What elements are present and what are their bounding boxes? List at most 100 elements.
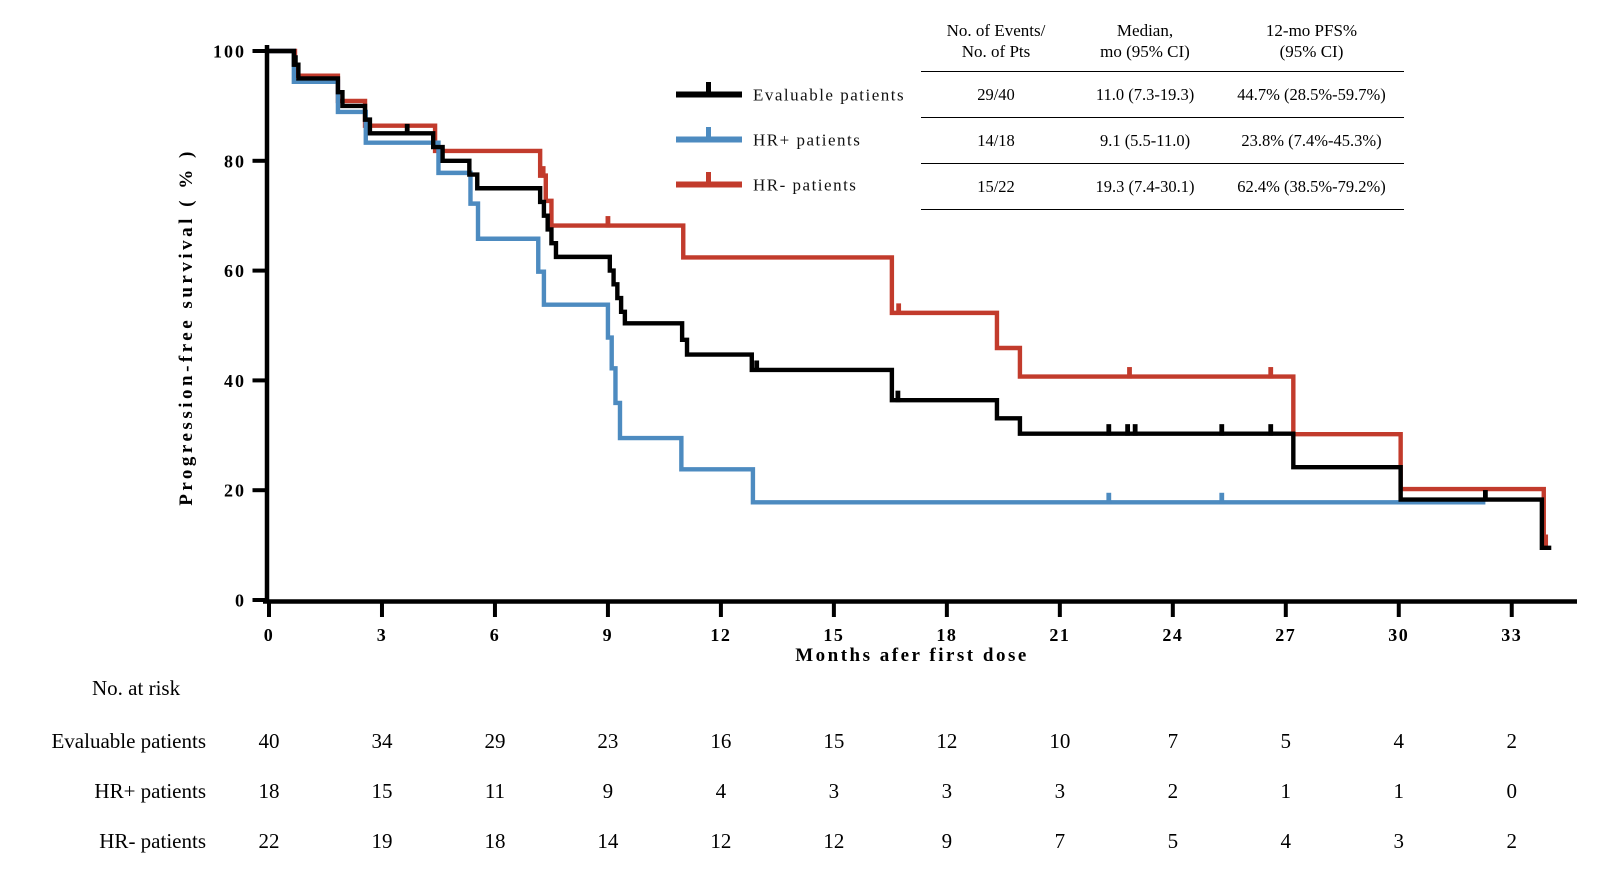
x-tick-label: 0 — [264, 625, 275, 645]
at-risk-count: 18 — [484, 829, 506, 853]
at-risk-count: 7 — [1054, 829, 1066, 853]
pfs-value: 62.4% (38.5%-79.2%) — [1237, 176, 1386, 196]
survival-step-line — [269, 48, 1486, 505]
censor-tick — [292, 55, 298, 67]
at-risk-count: 22 — [258, 829, 280, 853]
x-tick-label: 12 — [710, 625, 731, 645]
at-risk-count: 3 — [1054, 779, 1066, 803]
at-risk-count: 11 — [484, 779, 506, 803]
at-risk-count: 7 — [1167, 729, 1179, 753]
y-axis-title: Progression-free survival ( % ) — [176, 148, 197, 506]
censor-tick — [1268, 424, 1274, 436]
x-axis-title: Months afer first dose — [795, 645, 1029, 666]
legend-censor-tick — [706, 82, 711, 96]
stats-col-pfs-line1: 12-mo PFS% — [1265, 21, 1358, 40]
x-tick-label: 33 — [1501, 625, 1522, 645]
legend-label: HR- patients — [753, 176, 857, 195]
km-curve-evaluable-patients — [269, 48, 1552, 551]
axes: 0 20 40 60 80 100 0 3 6 9 12 15 18 21 24 27 30 33 — [213, 42, 1577, 645]
at-risk-count: 23 — [597, 729, 619, 753]
survival-step-line — [269, 48, 1552, 551]
legend-item-evaluable-patients: Evaluable patients — [676, 82, 905, 105]
median-value: 19.3 (7.4-30.1) — [1095, 176, 1195, 196]
at-risk-count: 2 — [1506, 729, 1517, 753]
y-tick-label: 20 — [224, 481, 246, 501]
censor-tick — [1219, 492, 1225, 505]
at-risk-count: 2 — [1167, 779, 1179, 803]
censor-tick — [404, 123, 410, 136]
censor-tick — [605, 216, 611, 228]
censor-tick — [1482, 490, 1488, 502]
censor-tick — [896, 303, 902, 315]
at-risk-row-label: HR- patients — [99, 829, 206, 853]
at-risk-count: 15 — [371, 779, 393, 803]
events-value: 29/40 — [977, 84, 1015, 104]
at-risk-count: 19 — [371, 829, 393, 853]
events-value: 14/18 — [977, 130, 1015, 150]
at-risk-count: 12 — [936, 729, 958, 753]
legend: Evaluable patients HR+ patients HR- patien… — [676, 82, 905, 195]
at-risk-count: 15 — [823, 729, 845, 753]
at-risk-count: 10 — [1049, 729, 1071, 753]
censor-tick — [1268, 367, 1274, 379]
at-risk-count: 9 — [602, 779, 614, 803]
at-risk-count: 12 — [710, 829, 732, 853]
at-risk-count: 3 — [941, 779, 953, 803]
events-value: 15/22 — [977, 176, 1015, 196]
km-curve-hr-patients — [269, 48, 1486, 505]
at-risk-count: 18 — [258, 779, 280, 803]
stats-col-median-line1: Median, — [1116, 21, 1174, 40]
at-risk-count: 5 — [1167, 829, 1179, 853]
censor-tick — [895, 390, 901, 403]
at-risk-count: 40 — [258, 729, 280, 753]
y-tick-label: 100 — [213, 42, 246, 62]
censor-tick — [1132, 424, 1138, 436]
at-risk-row-label: HR+ patients — [94, 779, 206, 803]
stats-col-pfs-line2: (95% CI) — [1279, 42, 1344, 61]
y-tick-label: 40 — [224, 371, 246, 391]
stats-col-events-line1: No. of Events/ — [946, 21, 1046, 40]
censor-tick — [540, 166, 546, 178]
at-risk-count: 0 — [1506, 779, 1517, 803]
at-risk-count: 4 — [715, 779, 727, 803]
legend-label: Evaluable patients — [753, 86, 905, 105]
at-risk-count: 29 — [484, 729, 506, 753]
survival-step-line — [269, 48, 1548, 547]
legend-item-hr-patients: HR- patients — [676, 172, 857, 195]
y-tick-label: 0 — [235, 591, 246, 611]
at-risk-title: No. at risk — [92, 676, 181, 700]
censor-tick — [1106, 424, 1112, 436]
pfs-value: 23.8% (7.4%-45.3%) — [1241, 130, 1382, 150]
x-tick-label: 9 — [603, 625, 614, 645]
censor-tick — [1125, 424, 1131, 436]
stats-col-median-line2: mo (95% CI) — [1100, 42, 1190, 61]
at-risk-count: 4 — [1280, 829, 1292, 853]
stats-row-hr-neg: 15/22 19.3 (7.4-30.1) 62.4% (38.5%-79.2%… — [921, 164, 1404, 210]
x-tick-label: 27 — [1275, 625, 1296, 645]
x-tick-label: 15 — [823, 625, 844, 645]
legend-item-hr-patients: HR+ patients — [676, 127, 861, 150]
x-tick-label: 3 — [377, 625, 388, 645]
at-risk-count: 1 — [1280, 779, 1292, 803]
stats-col-events-line2: No. of Pts — [961, 42, 1031, 61]
legend-label: HR+ patients — [753, 131, 861, 150]
censor-tick — [1219, 424, 1225, 436]
at-risk-count: 5 — [1280, 729, 1292, 753]
legend-censor-tick — [706, 172, 711, 186]
stats-col-pfs-header: 12-mo PFS% (95% CI) — [1219, 20, 1404, 62]
stats-row-hr-pos: 14/18 9.1 (5.5-11.0) 23.8% (7.4%-45.3%) — [921, 118, 1404, 164]
at-risk-count: 9 — [941, 829, 953, 853]
x-tick-label: 18 — [936, 625, 957, 645]
x-tick-label: 6 — [490, 625, 501, 645]
x-tick-label: 30 — [1388, 625, 1409, 645]
stats-table: No. of Events/ No. of Pts Median, mo (95… — [921, 20, 1404, 210]
stats-col-median-header: Median, mo (95% CI) — [1071, 20, 1219, 62]
at-risk-count: 14 — [597, 829, 619, 853]
pfs-value: 44.7% (28.5%-59.7%) — [1237, 84, 1386, 104]
at-risk-row-label: Evaluable patients — [51, 729, 206, 753]
stats-row-evaluable: 29/40 11.0 (7.3-19.3) 44.7% (28.5%-59.7%… — [921, 72, 1404, 118]
legend-censor-tick — [706, 127, 711, 141]
x-tick-label: 24 — [1162, 625, 1183, 645]
